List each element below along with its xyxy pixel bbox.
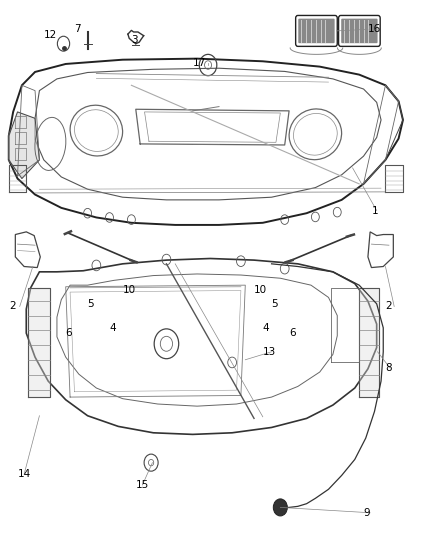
Text: 8: 8 bbox=[385, 363, 392, 373]
Text: 17: 17 bbox=[193, 58, 206, 68]
Text: 2: 2 bbox=[9, 302, 15, 311]
Text: 6: 6 bbox=[66, 328, 72, 338]
Polygon shape bbox=[359, 288, 379, 397]
Text: 4: 4 bbox=[263, 323, 269, 333]
FancyBboxPatch shape bbox=[298, 19, 335, 43]
Polygon shape bbox=[9, 112, 39, 179]
Text: 7: 7 bbox=[74, 25, 81, 34]
Text: 1: 1 bbox=[372, 206, 379, 215]
Text: 5: 5 bbox=[88, 299, 94, 309]
Text: 10: 10 bbox=[123, 286, 136, 295]
Text: 6: 6 bbox=[289, 328, 296, 338]
Text: 16: 16 bbox=[368, 25, 381, 34]
Text: 14: 14 bbox=[18, 470, 31, 479]
Text: 13: 13 bbox=[263, 347, 276, 357]
Polygon shape bbox=[28, 288, 50, 397]
Text: 12: 12 bbox=[44, 30, 57, 39]
Text: 2: 2 bbox=[385, 302, 392, 311]
Text: 3: 3 bbox=[131, 35, 138, 45]
Text: 5: 5 bbox=[272, 299, 278, 309]
Circle shape bbox=[273, 499, 287, 516]
Text: 4: 4 bbox=[110, 323, 116, 333]
Text: 15: 15 bbox=[136, 480, 149, 490]
Text: 9: 9 bbox=[364, 508, 370, 518]
FancyBboxPatch shape bbox=[341, 19, 378, 43]
Text: 10: 10 bbox=[254, 286, 267, 295]
